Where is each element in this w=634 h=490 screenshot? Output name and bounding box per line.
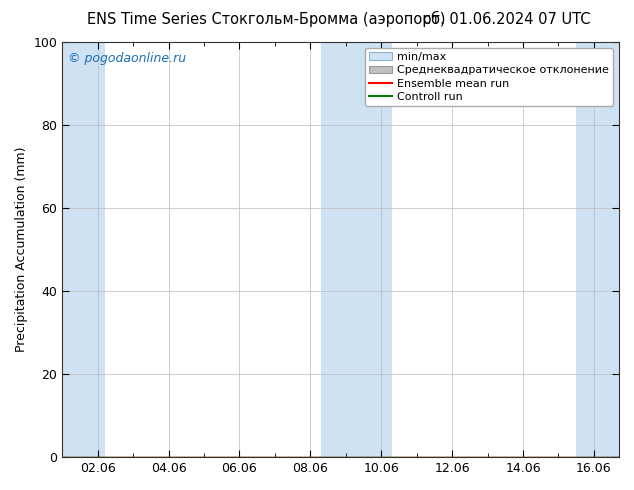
Text: ENS Time Series Стокгольм-Бромма (аэропорт): ENS Time Series Стокгольм-Бромма (аэропо… <box>87 12 446 27</box>
Bar <box>321 42 392 457</box>
Bar <box>576 42 619 457</box>
Bar <box>62 42 105 457</box>
Text: © pogodaonline.ru: © pogodaonline.ru <box>68 52 186 66</box>
Y-axis label: Precipitation Accumulation (mm): Precipitation Accumulation (mm) <box>15 147 28 352</box>
Legend: min/max, Среднеквадратическое отклонение, Ensemble mean run, Controll run: min/max, Среднеквадратическое отклонение… <box>365 48 614 106</box>
Text: сб. 01.06.2024 07 UTC: сб. 01.06.2024 07 UTC <box>424 12 591 27</box>
